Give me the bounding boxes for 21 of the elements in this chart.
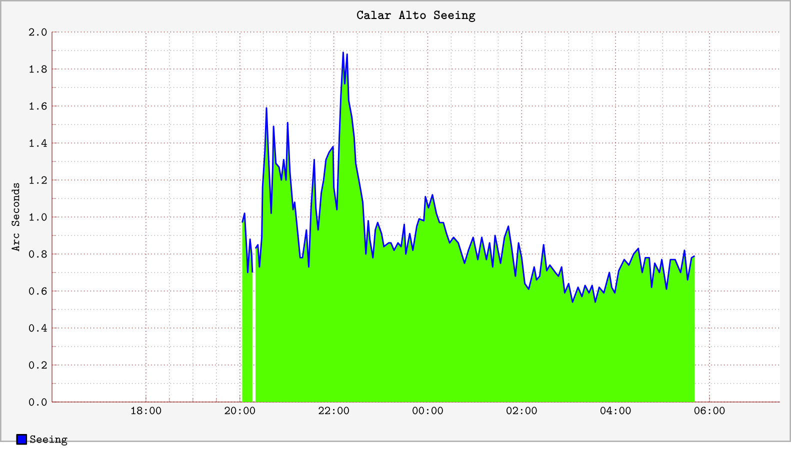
y-tick-label: 1.8 (30, 65, 47, 73)
y-axis-title: Arc Seconds (12, 183, 20, 252)
y-tick-label: 1.2 (30, 176, 47, 184)
y-tick-label: 0.8 (28, 250, 47, 258)
y-tick-label: 1.6 (30, 102, 47, 110)
x-tick-label: 00:00 (412, 406, 443, 414)
x-tick-label: 20:00 (224, 406, 256, 414)
y-tick-label: 1.4 (30, 139, 47, 147)
y-tick-label: 0.2 (28, 361, 47, 369)
y-tick-label: 1.0 (30, 213, 47, 221)
y-tick-label: 0.4 (28, 324, 47, 332)
x-tick-label: 18:00 (131, 406, 162, 414)
y-tick-label: 0.0 (28, 398, 47, 406)
x-tick-label: 02:00 (506, 406, 537, 414)
x-tick-label: 22:00 (318, 406, 349, 414)
legend-label: Seeing (30, 435, 68, 446)
y-tick-label: 0.6 (28, 287, 47, 295)
y-tick-label: 2.0 (29, 28, 47, 36)
x-tick-label: 04:00 (600, 406, 631, 414)
chart-title: Calar Alto Seeing (357, 10, 476, 22)
x-tick-label: 06:00 (694, 406, 725, 414)
